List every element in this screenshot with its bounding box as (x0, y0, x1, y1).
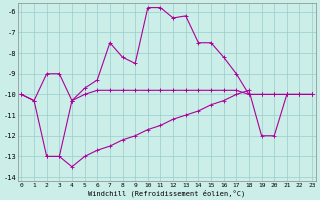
X-axis label: Windchill (Refroidissement éolien,°C): Windchill (Refroidissement éolien,°C) (88, 189, 245, 197)
